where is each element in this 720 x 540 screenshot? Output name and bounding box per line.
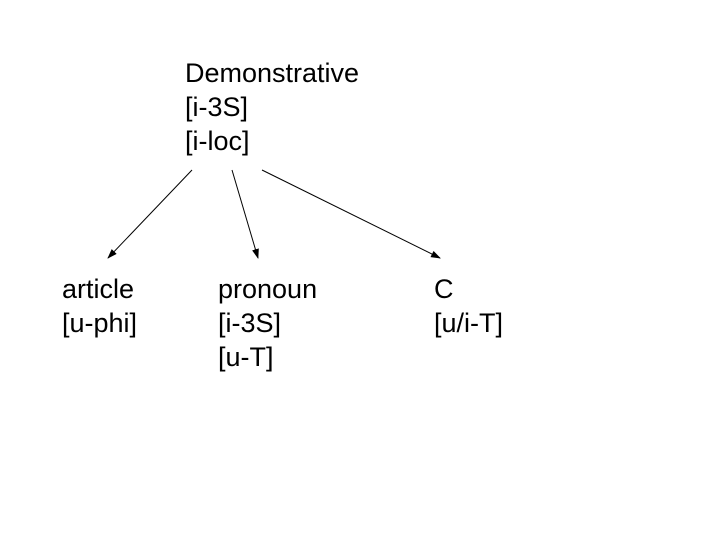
- tree-root: Demonstrative [i-3S] [i-loc]: [185, 56, 359, 158]
- pronoun-line-3: [u-T]: [218, 340, 317, 374]
- article-line-2: [u-phi]: [62, 306, 137, 340]
- pronoun-line-2: [i-3S]: [218, 306, 317, 340]
- tree-child-c: C [u/i-T]: [434, 272, 503, 340]
- root-line-2: [i-3S]: [185, 90, 359, 124]
- edge-to-pronoun: [232, 170, 258, 258]
- root-line-3: [i-loc]: [185, 124, 359, 158]
- pronoun-line-1: pronoun: [218, 272, 317, 306]
- edge-to-article: [108, 170, 192, 258]
- root-line-1: Demonstrative: [185, 56, 359, 90]
- c-line-2: [u/i-T]: [434, 306, 503, 340]
- tree-child-article: article [u-phi]: [62, 272, 137, 340]
- article-line-1: article: [62, 272, 137, 306]
- tree-child-pronoun: pronoun [i-3S] [u-T]: [218, 272, 317, 374]
- tree-edges: [0, 0, 720, 540]
- c-line-1: C: [434, 272, 503, 306]
- edge-to-c: [262, 170, 440, 258]
